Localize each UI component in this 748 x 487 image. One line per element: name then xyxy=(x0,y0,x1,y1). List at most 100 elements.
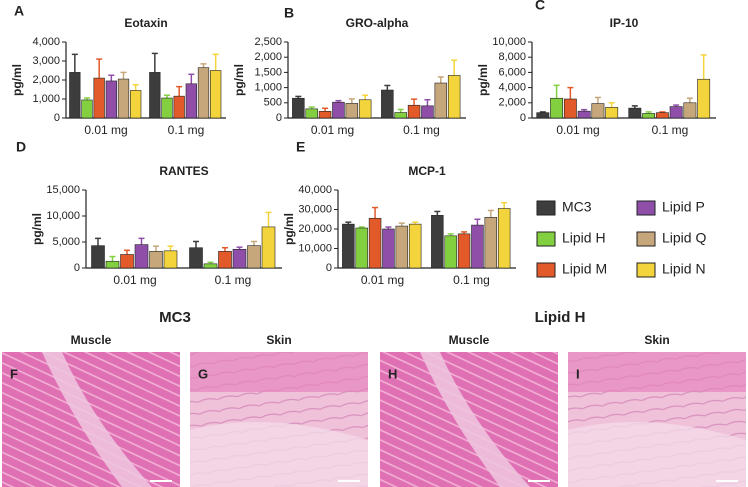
chart-title: MCP-1 xyxy=(408,164,446,178)
bar xyxy=(261,226,276,269)
bar xyxy=(105,260,120,269)
y-tick-label: 0 xyxy=(276,112,282,124)
bar xyxy=(149,72,161,119)
y-tick-label: 0 xyxy=(520,112,526,124)
bar xyxy=(484,217,498,269)
bar xyxy=(305,108,318,119)
y-axis-label: pg/ml xyxy=(282,213,296,245)
panel-letter: A xyxy=(14,3,24,19)
image-label: Muscle xyxy=(449,333,490,347)
y-tick-label: 30,000 xyxy=(298,203,332,215)
bar xyxy=(93,77,105,119)
bar xyxy=(577,110,591,119)
bar xyxy=(536,112,550,119)
bar xyxy=(683,102,697,119)
bar xyxy=(394,112,407,119)
bar xyxy=(457,233,471,269)
x-tick-label: 0.1 mg xyxy=(215,273,252,287)
legend-swatch xyxy=(636,200,656,216)
y-axis-label: pg/ml xyxy=(10,64,24,96)
legend-swatch xyxy=(536,200,556,216)
y-tick-label: 5,000 xyxy=(52,236,80,248)
y-tick-label: 4,000 xyxy=(32,36,60,48)
bar xyxy=(203,263,218,269)
tissue-band xyxy=(568,422,746,487)
tissue-band xyxy=(190,422,368,487)
image-label: Skin xyxy=(644,333,669,347)
scale-bar xyxy=(338,480,360,482)
panel-letter: G xyxy=(198,366,208,381)
bar xyxy=(669,106,683,119)
legend-swatch xyxy=(536,262,556,278)
bar xyxy=(550,97,564,119)
bar xyxy=(563,98,577,119)
bar xyxy=(149,251,163,269)
bar xyxy=(218,251,232,269)
y-tick-label: 2,000 xyxy=(254,51,282,63)
bar xyxy=(642,113,656,119)
y-tick-label: 10,000 xyxy=(492,36,526,48)
bar xyxy=(134,244,149,269)
bar xyxy=(342,223,355,269)
y-tick-label: 0 xyxy=(326,262,332,274)
bar xyxy=(628,107,642,119)
bar xyxy=(173,95,185,119)
y-axis-label: pg/ml xyxy=(30,213,44,245)
bar xyxy=(117,78,130,119)
bar xyxy=(591,103,605,119)
bar xyxy=(655,112,669,119)
x-tick-label: 0.1 mg xyxy=(168,123,205,137)
bar xyxy=(185,83,197,119)
y-tick-label: 4,000 xyxy=(498,82,526,94)
y-tick-label: 1,000 xyxy=(254,82,282,94)
bar xyxy=(381,89,394,119)
image-label: Skin xyxy=(266,333,291,347)
x-tick-label: 0.01 mg xyxy=(361,273,404,287)
y-tick-label: 3,000 xyxy=(32,55,60,67)
bar xyxy=(81,99,93,119)
tissue-layer xyxy=(568,352,746,392)
y-axis-label: pg/ml xyxy=(232,64,246,96)
bar xyxy=(292,97,305,119)
y-tick-label: 1,000 xyxy=(32,93,60,105)
bar xyxy=(395,225,409,269)
y-tick-label: 15,000 xyxy=(46,184,80,196)
bar xyxy=(421,105,434,119)
bar xyxy=(605,107,619,119)
bar xyxy=(431,215,444,269)
group-title: Lipid H xyxy=(535,309,586,326)
legend-swatch xyxy=(536,231,556,247)
y-tick-label: 10,000 xyxy=(298,242,332,254)
legend-swatch xyxy=(636,231,656,247)
bar xyxy=(163,250,178,269)
bar xyxy=(407,104,421,119)
y-axis-label: pg/ml xyxy=(476,64,490,96)
panel-letter: C xyxy=(535,0,545,13)
bar xyxy=(471,224,484,269)
bar xyxy=(697,78,711,119)
bar xyxy=(232,248,247,269)
legend-label: MC3 xyxy=(562,199,592,215)
panel-letter: I xyxy=(576,366,580,381)
bar xyxy=(382,228,395,269)
image-label: Muscle xyxy=(71,333,112,347)
y-tick-label: 2,000 xyxy=(32,74,60,86)
y-tick-label: 500 xyxy=(264,97,282,109)
panel-letter: F xyxy=(10,366,18,381)
legend-label: Lipid M xyxy=(562,261,607,277)
x-tick-label: 0.1 mg xyxy=(453,273,490,287)
bar xyxy=(368,217,382,269)
bar xyxy=(130,90,142,119)
bar xyxy=(434,82,448,119)
y-tick-label: 2,000 xyxy=(498,97,526,109)
scale-bar xyxy=(150,480,172,482)
chart-title: RANTES xyxy=(159,164,208,178)
y-tick-label: 6,000 xyxy=(498,66,526,78)
x-tick-label: 0.01 mg xyxy=(311,123,354,137)
bar xyxy=(105,80,117,119)
bar xyxy=(358,99,372,119)
legend-label: Lipid N xyxy=(662,261,706,277)
legend-swatch xyxy=(636,262,656,278)
bar xyxy=(120,254,134,269)
